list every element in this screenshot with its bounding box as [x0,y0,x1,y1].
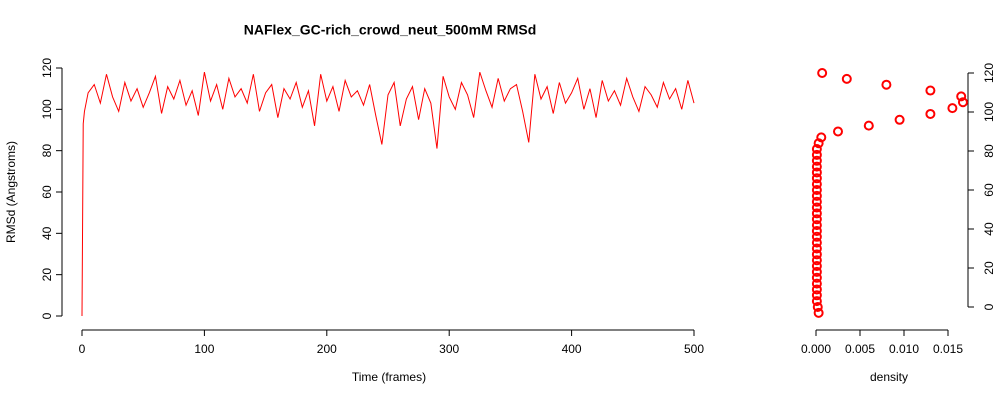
point [811,231,822,242]
point [811,284,822,295]
point [811,190,822,201]
point [811,249,822,260]
y-tick-label: 120 [982,63,996,83]
point [811,167,822,178]
y-tick-label: 100 [40,99,54,119]
y-tick-label: 100 [982,102,996,122]
x-tick-label: 0.005 [845,342,875,356]
x-tick-label: 0.010 [889,342,919,356]
point [957,97,968,108]
point [811,255,822,266]
point [811,202,822,213]
x-tick-label: 400 [562,342,582,356]
point [811,225,822,236]
x-tick-label: 100 [194,342,214,356]
y-tick-label: 20 [982,261,996,275]
y-tick-label: 0 [40,312,54,319]
point [925,85,936,96]
point [833,126,843,137]
point [947,103,958,114]
point [811,220,822,231]
point [811,173,822,184]
y-tick-label: 80 [982,144,996,158]
point [811,149,822,160]
point [811,161,822,172]
point [811,196,822,207]
x-tick-label: 200 [317,342,337,356]
point [811,266,822,277]
point [925,108,936,119]
point [811,296,822,307]
point [894,114,905,125]
point [811,214,822,225]
x-tick-label: 500 [684,342,704,356]
point [811,290,822,301]
point [811,179,822,190]
x-tick-label: 0 [79,342,86,356]
point [811,208,822,219]
point [811,155,822,166]
point [956,91,967,102]
x-tick-label: 0.000 [801,342,831,356]
x-tick-label: 300 [439,342,459,356]
point [811,237,822,248]
y-tick-label: 40 [40,226,54,240]
point [841,73,852,84]
point [817,68,828,78]
point [811,278,822,289]
point [881,79,892,90]
point [811,243,822,254]
point [811,144,822,155]
point [863,120,874,131]
x-tick-label: 0.015 [933,342,963,356]
point [811,272,822,283]
line [81,71,695,317]
point [811,261,822,272]
point [813,307,824,318]
y-tick-label: 0 [982,303,996,310]
chart-title: NAFlex_GC-rich_crowd_neut_500mM RMSd [244,22,537,38]
y-tick-label: 60 [40,185,54,199]
y-tick-label: 120 [40,58,54,78]
y-tick-label: 20 [40,268,54,282]
x-axis-label: Time (frames) [352,370,426,384]
point [812,302,823,312]
y-tick-label: 60 [982,183,996,197]
y-tick-label: 40 [982,222,996,236]
x-axis-label: density [870,370,908,384]
point [811,185,822,195]
point [816,132,827,143]
y-axis-label: RMSd (Angstroms) [4,141,18,243]
y-tick-label: 80 [40,144,54,158]
